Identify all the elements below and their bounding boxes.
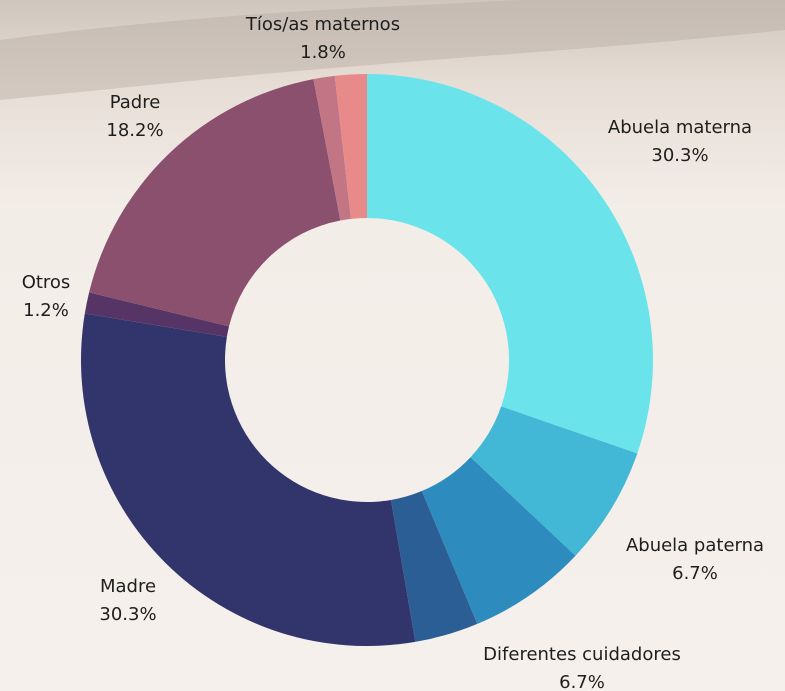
segment-label: Abuela materna <box>608 117 752 138</box>
segment-value-label: 18.2% <box>106 120 163 141</box>
segment-label: Tíos/as maternos <box>245 14 400 35</box>
background-decoration <box>0 0 785 100</box>
segment-label: Abuela paterna <box>626 535 764 556</box>
segment-value-label: 6.7% <box>559 672 605 691</box>
segment-value-label: 1.8% <box>300 42 346 63</box>
donut-segment <box>390 491 478 642</box>
donut-segment <box>89 79 341 327</box>
donut-segment <box>367 74 653 454</box>
segment-label: Padre <box>110 92 161 113</box>
segment-label: Otros <box>22 272 71 293</box>
donut-segment <box>313 75 351 221</box>
segment-value-label: 1.2% <box>23 300 69 321</box>
donut-segment <box>84 292 230 337</box>
segment-label: Diferentes cuidadores <box>483 644 681 665</box>
donut-segment <box>421 457 576 624</box>
segment-value-label: 30.3% <box>99 604 156 625</box>
donut-segment <box>81 313 416 646</box>
donut-segment <box>334 74 367 219</box>
donut-segment <box>470 406 638 556</box>
segment-value-label: 6.7% <box>672 563 718 584</box>
segment-value-label: 30.3% <box>651 145 708 166</box>
segment-label: Madre <box>100 576 156 597</box>
